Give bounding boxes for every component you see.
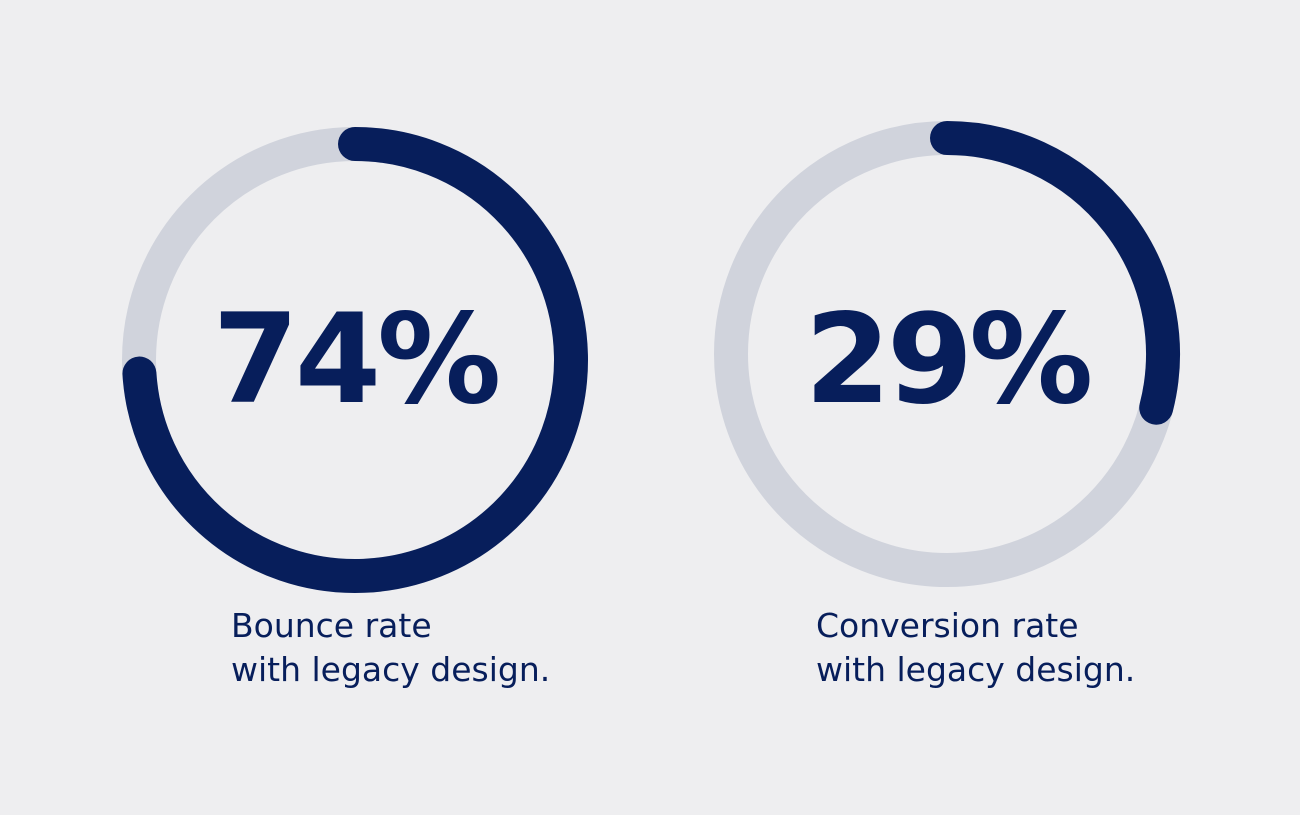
conversion-rate-donut (714, 121, 1180, 587)
bounce-rate-value: 74% (212, 288, 502, 432)
conversion-rate-value: 29% (804, 288, 1094, 432)
stat-conversion-rate: 29% Conversion rate with legacy design. (697, 104, 1197, 804)
bounce-rate-caption-line2: with legacy design. (231, 650, 551, 689)
conversion-rate-caption-line1: Conversion rate (816, 606, 1079, 645)
stat-bounce-rate: 74% Bounce rate with legacy design. (105, 110, 605, 810)
conversion-rate-arc (930, 121, 1180, 425)
bounce-rate-caption-line1: Bounce rate (231, 606, 432, 645)
conversion-rate-caption-line2: with legacy design. (816, 650, 1136, 689)
bounce-rate-arc (122, 127, 588, 593)
bounce-rate-caption: Bounce rate with legacy design. (231, 604, 550, 692)
bounce-rate-donut (122, 127, 588, 593)
conversion-rate-caption: Conversion rate with legacy design. (816, 604, 1135, 692)
